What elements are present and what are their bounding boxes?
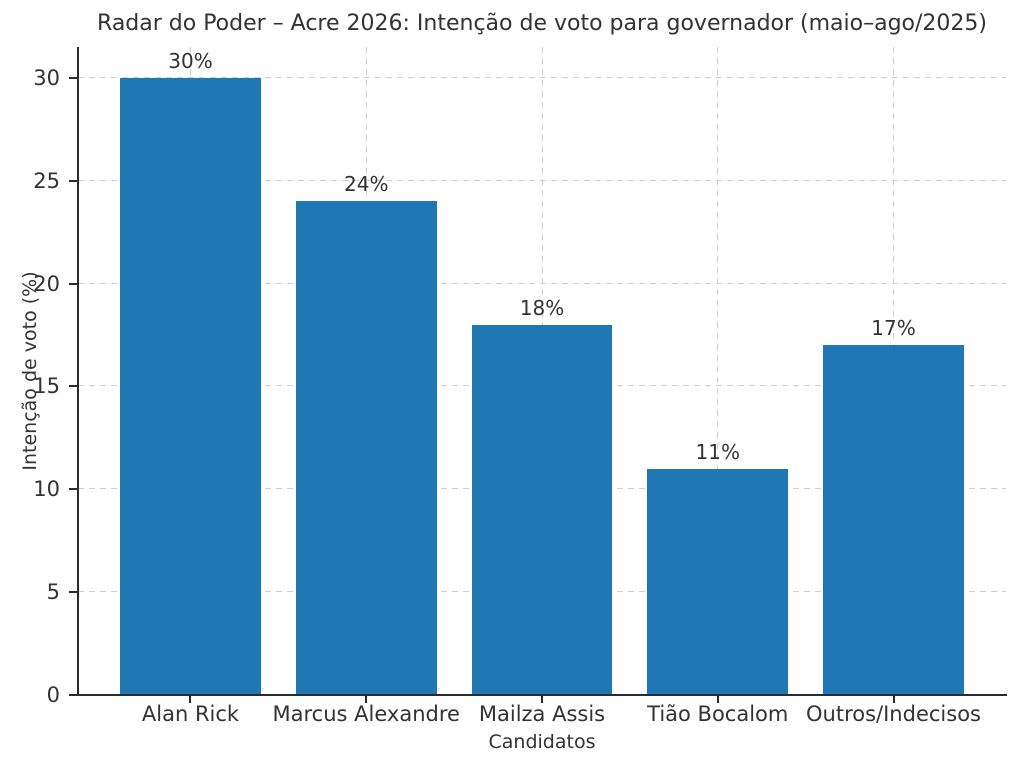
y-tick-label-0: 0 bbox=[46, 683, 60, 707]
x-tick-label-1: Alan Rick bbox=[141, 702, 240, 726]
y-tick-mark-0 bbox=[69, 694, 77, 696]
bar-value-label-2: 24% bbox=[344, 172, 389, 197]
y-tick-mark-30 bbox=[69, 76, 77, 79]
x-tick-mark-3 bbox=[541, 696, 543, 703]
x-axis-spine bbox=[77, 694, 1007, 696]
y-tick-label-15: 15 bbox=[33, 374, 60, 399]
y-tick-label-25: 25 bbox=[33, 168, 60, 193]
y-tick-mark-15 bbox=[69, 385, 77, 388]
chart-title: Radar do Poder – Acre 2026: Intenção de … bbox=[97, 11, 987, 36]
y-tick-label-30: 30 bbox=[33, 65, 60, 90]
bar-1 bbox=[120, 77, 261, 695]
x-tick-label-5: Outros/Indecisos bbox=[806, 702, 981, 726]
y-axis-spine bbox=[77, 47, 79, 696]
bar-4 bbox=[647, 468, 789, 695]
bar-2 bbox=[295, 201, 437, 695]
y-tick-label-10: 10 bbox=[33, 477, 60, 502]
y-axis-label: Intenção de voto (%) bbox=[19, 271, 41, 471]
x-tick-label-3: Mailza Assis bbox=[478, 702, 606, 726]
bar-value-label-3: 18% bbox=[519, 295, 565, 320]
x-tick-mark-1 bbox=[189, 696, 192, 703]
bar-value-label-5: 17% bbox=[871, 316, 916, 341]
x-tick-label-2: Marcus Alexandre bbox=[272, 702, 460, 726]
x-axis-label: Candidatos bbox=[488, 731, 596, 753]
bar-value-label-1: 30% bbox=[168, 48, 213, 73]
bar-value-label-4: 11% bbox=[695, 439, 740, 464]
y-tick-mark-5 bbox=[69, 591, 77, 594]
y-tick-mark-25 bbox=[69, 179, 77, 182]
x-tick-mark-2 bbox=[365, 696, 368, 703]
x-tick-label-4: Tião Bocalom bbox=[647, 702, 789, 726]
y-tick-label-5: 5 bbox=[46, 580, 60, 605]
vertical-gridline-4 bbox=[717, 47, 719, 695]
plot-area bbox=[78, 47, 1006, 695]
y-tick-label-20: 20 bbox=[33, 271, 60, 296]
y-tick-mark-20 bbox=[69, 282, 77, 285]
x-tick-mark-4 bbox=[716, 696, 719, 703]
bar-5 bbox=[823, 345, 964, 695]
y-tick-mark-10 bbox=[69, 488, 77, 491]
x-tick-mark-5 bbox=[892, 696, 895, 703]
bar-3 bbox=[471, 324, 613, 695]
